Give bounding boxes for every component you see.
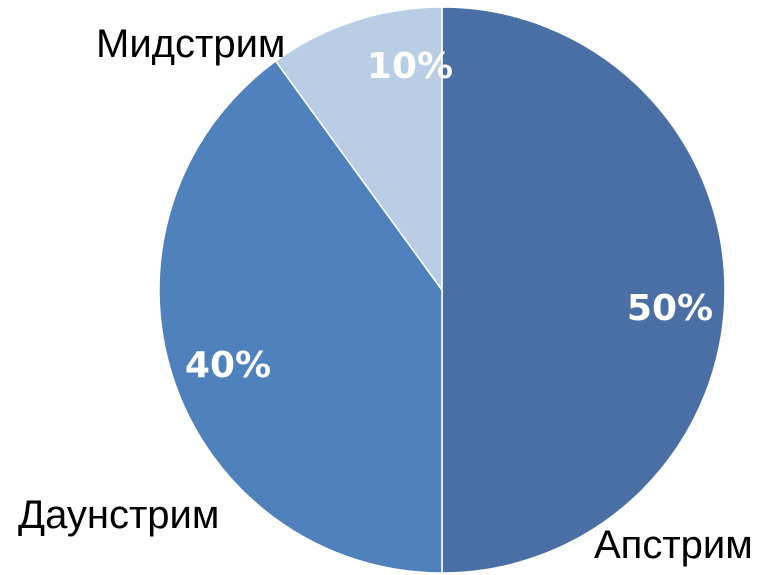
pie-slice-category-label: Апстрим	[594, 523, 753, 567]
pie-slice-percent-label: 40%	[185, 345, 271, 386]
pie-slice-апстрим	[441, 6, 726, 574]
pie-slice-percent-label: 50%	[627, 288, 713, 329]
pie-slice-category-label: Даунстрим	[18, 493, 219, 537]
pie-slices	[158, 6, 726, 574]
pie-slice-даунстрим	[158, 59, 443, 574]
pie-slice-мидстрим	[274, 6, 443, 293]
pie-category-labels: Апстрим Даунстрим Мидстрим	[18, 22, 753, 567]
pie-slice-category-label: Мидстрим	[96, 22, 285, 66]
pie-slice-percent-label: 10%	[367, 46, 453, 87]
pie-percent-labels: 50% 40% 10%	[185, 46, 713, 386]
